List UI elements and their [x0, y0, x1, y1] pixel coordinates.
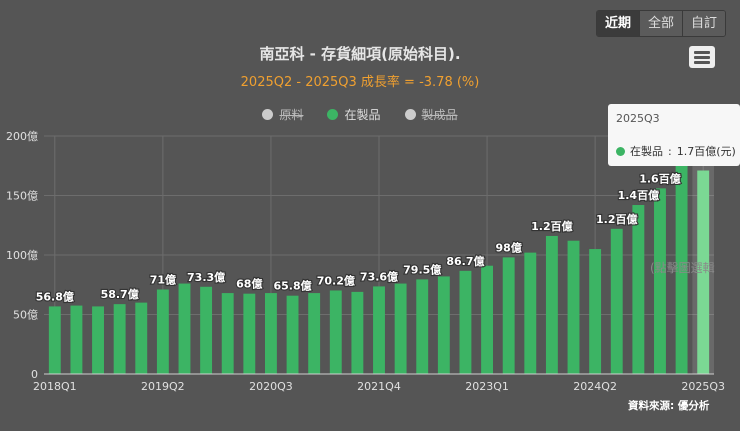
data-label: 65.8億 [273, 279, 311, 293]
y-tick-label: 50億 [13, 309, 38, 322]
bar-2022Q4[interactable] [459, 270, 472, 374]
bar-2023Q2[interactable] [502, 257, 515, 374]
legend-dot-icon [404, 109, 416, 120]
bar-2023Q1[interactable] [481, 265, 494, 374]
legend-item-raw-material[interactable]: 原料 [262, 106, 303, 123]
bar-2020Q3[interactable] [264, 293, 277, 374]
x-tick-label: 2020Q3 [249, 380, 293, 393]
bar-2024Q1[interactable] [567, 240, 580, 374]
bar-2019Q1[interactable] [135, 302, 148, 374]
bar-2025Q3[interactable] [697, 170, 710, 374]
legend: 原料 在製品 製成品 [0, 106, 720, 123]
data-label: 98億 [496, 240, 522, 254]
tooltip-body: 在製品: 1.7百億(元) [616, 143, 736, 159]
bar-2020Q1[interactable] [221, 293, 234, 374]
range-selector: 近期 全部 自訂 [596, 10, 727, 37]
bar-2020Q4[interactable] [286, 295, 299, 374]
tooltip-sep: : [668, 144, 672, 158]
x-tick-label: 2019Q2 [141, 380, 185, 393]
range-custom-button[interactable]: 自訂 [683, 11, 726, 36]
y-tick-label: 100億 [6, 249, 38, 262]
bar-2022Q1[interactable] [394, 283, 407, 374]
bar-2024Q3[interactable] [610, 228, 623, 374]
menu-icon-line [694, 56, 710, 59]
x-tick-label: 2021Q4 [357, 380, 401, 393]
bar-2024Q2[interactable] [589, 249, 602, 374]
bar-2020Q2[interactable] [243, 293, 256, 374]
click-hint: (點擊圖選輯 [650, 261, 715, 275]
y-tick-label: 200億 [6, 130, 38, 143]
legend-dot-icon [262, 109, 274, 120]
data-label: 1.2百億 [531, 219, 573, 233]
legend-label: 原料 [279, 108, 304, 122]
y-tick-label: 0 [31, 368, 38, 381]
tooltip-header: 2025Q3 [616, 112, 660, 125]
legend-item-finished-goods[interactable]: 製成品 [404, 106, 458, 123]
bar-2024Q4[interactable] [632, 205, 645, 374]
bar-2021Q2[interactable] [329, 290, 342, 374]
bar-2025Q1[interactable] [654, 188, 666, 374]
bar-2022Q2[interactable] [416, 279, 429, 374]
data-label: 73.3億 [187, 270, 225, 284]
bar-2018Q3[interactable] [92, 306, 104, 374]
tooltip-dot-icon [616, 146, 625, 156]
data-label: 79.5億 [403, 262, 441, 276]
bar-2021Q4[interactable] [373, 286, 385, 374]
legend-label: 製成品 [421, 108, 458, 122]
data-label: 1.2百億 [596, 212, 638, 226]
x-tick-label: 2023Q1 [465, 380, 509, 393]
x-tick-label: 2024Q2 [573, 380, 617, 393]
bar-2018Q2[interactable] [70, 305, 83, 374]
data-label: 70.2億 [317, 273, 355, 287]
bar-2022Q3[interactable] [437, 276, 450, 374]
data-label: 73.6億 [360, 269, 398, 283]
tooltip: 2025Q3 在製品: 1.7百億(元) [608, 104, 740, 166]
data-source-credit: 資料來源: 優分析 [628, 400, 710, 412]
bar-2021Q1[interactable] [308, 293, 321, 374]
chart-menu-button[interactable] [689, 46, 715, 68]
x-tick-label: 2018Q1 [33, 380, 77, 393]
range-recent-button[interactable]: 近期 [597, 11, 641, 36]
tooltip-series: 在製品 [630, 145, 663, 158]
menu-icon-line [694, 61, 710, 64]
data-label: 71億 [150, 273, 176, 287]
bar-2018Q4[interactable] [113, 304, 126, 374]
bar-2018Q1[interactable] [48, 306, 61, 374]
y-tick-label: 150億 [6, 190, 38, 203]
data-label: 56.8億 [36, 289, 74, 303]
bar-2019Q2[interactable] [156, 289, 169, 374]
bar-2021Q3[interactable] [351, 291, 364, 374]
data-label: 1.4百億 [618, 188, 660, 202]
data-label: 1.6百億 [639, 171, 681, 185]
bar-2023Q4[interactable] [545, 235, 558, 374]
data-label: 68億 [236, 277, 262, 291]
bar-2019Q3[interactable] [178, 283, 191, 374]
legend-item-wip[interactable]: 在製品 [327, 106, 381, 123]
data-label: 58.7億 [101, 287, 139, 301]
bar-2019Q4[interactable] [200, 286, 213, 374]
legend-label: 在製品 [344, 108, 381, 122]
x-tick-label: 2025Q3 [681, 380, 725, 393]
bar-2025Q2[interactable] [675, 162, 688, 374]
menu-icon [694, 51, 710, 54]
chart-title: 南亞科 - 存貨細項(原始科目). [259, 45, 461, 63]
data-label: 86.7億 [446, 254, 484, 268]
chart-subtitle: 2025Q2 - 2025Q3 成長率 = -3.78 (%) [240, 75, 480, 90]
legend-dot-icon [327, 109, 339, 120]
bar-2023Q3[interactable] [524, 252, 537, 374]
range-all-button[interactable]: 全部 [640, 11, 684, 36]
tooltip-value: 1.7百億(元) [676, 145, 736, 158]
